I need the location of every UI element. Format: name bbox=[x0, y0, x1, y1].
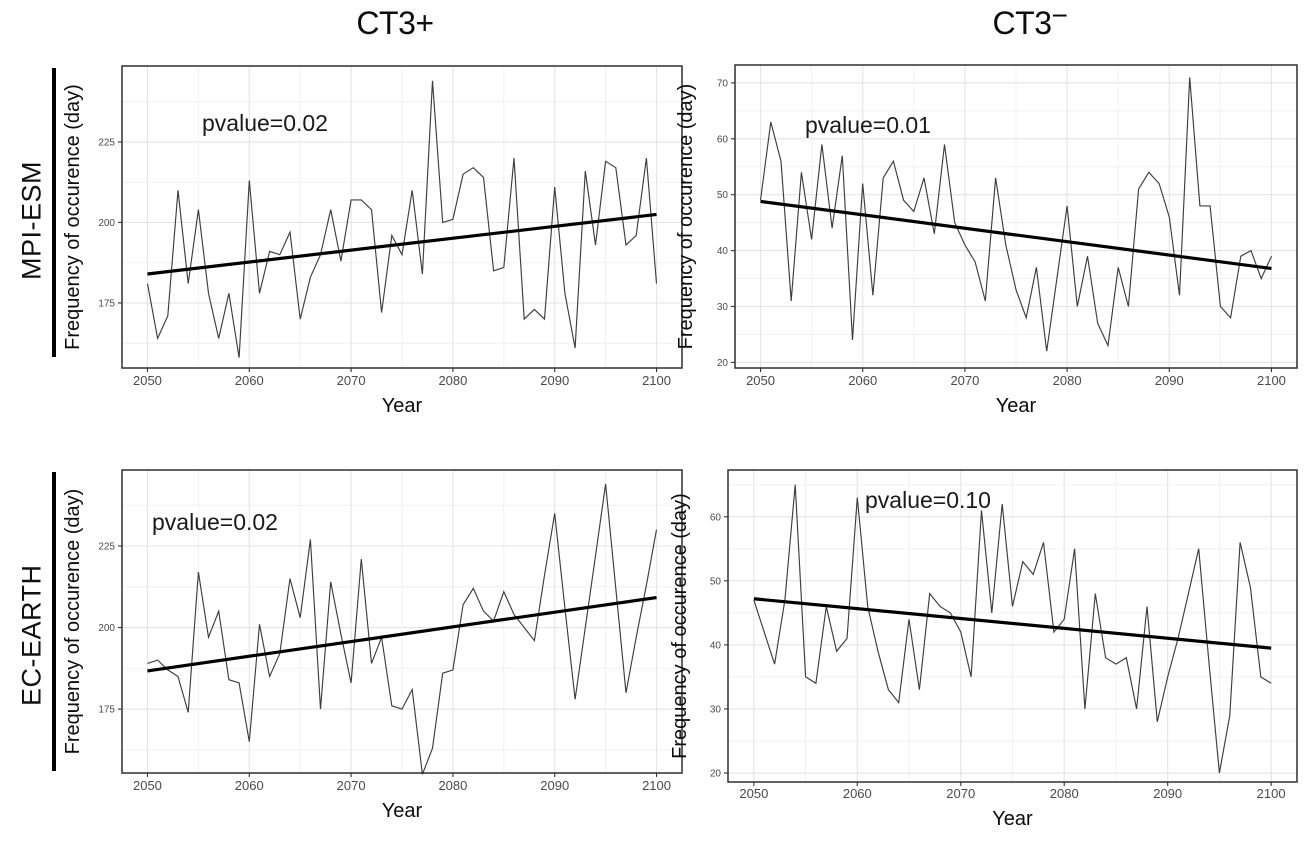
y-tick-labels: 20 30 40 50 60 bbox=[710, 512, 722, 779]
y-tick-label: 200 bbox=[98, 623, 115, 634]
y-tick-label: 200 bbox=[98, 218, 115, 229]
chart-panel-ec-earth-ct3-minus: 2050 2060 2070 2080 2090 2100 20 30 40 50 60 Year Fr… bbox=[669, 469, 1298, 830]
axis-ticks bbox=[731, 82, 1273, 372]
y-tick-label: 30 bbox=[717, 302, 729, 313]
data-series-line bbox=[753, 484, 1272, 774]
x-tick-label: 2050 bbox=[133, 373, 162, 388]
x-tick-label: 2090 bbox=[1153, 786, 1182, 801]
x-tick-label: 2060 bbox=[848, 373, 877, 388]
y-tick-label: 225 bbox=[98, 541, 115, 552]
row-label-ec-earth: EC-EARTH bbox=[16, 564, 47, 706]
pvalue-annotation: pvalue=0.02 bbox=[152, 509, 278, 535]
pvalue-annotation: pvalue=0.01 bbox=[805, 112, 931, 138]
x-tick-label: 2090 bbox=[540, 778, 569, 793]
x-tick-label: 2070 bbox=[337, 373, 366, 388]
x-tick-label: 2050 bbox=[746, 373, 775, 388]
y-axis-title: Frequency of occurence (day) bbox=[62, 84, 84, 350]
trend-line bbox=[753, 597, 1272, 650]
gridlines-major bbox=[728, 470, 1297, 782]
trend-line bbox=[147, 595, 657, 673]
x-axis-title: Year bbox=[382, 395, 423, 417]
x-axis-title: Year bbox=[382, 800, 423, 822]
gridlines-major bbox=[122, 66, 682, 368]
y-tick-label: 30 bbox=[710, 704, 722, 715]
x-axis-title: Year bbox=[992, 808, 1033, 830]
x-tick-labels: 2050 2060 2070 2080 2090 2100 bbox=[746, 373, 1286, 388]
axis-ticks bbox=[118, 545, 658, 777]
y-tick-label: 225 bbox=[98, 137, 115, 148]
row-label-mpi-esm: MPI-ESM bbox=[16, 160, 47, 280]
trend-line bbox=[760, 199, 1272, 271]
x-tick-label: 2060 bbox=[235, 778, 264, 793]
y-tick-label: 70 bbox=[717, 78, 729, 89]
x-tick-label: 2050 bbox=[133, 778, 162, 793]
y-axis-title: Frequency of occurence (day) bbox=[669, 493, 691, 759]
y-tick-label: 60 bbox=[717, 134, 729, 145]
pvalue-annotation: pvalue=0.10 bbox=[865, 487, 991, 513]
column-title-ct3-minus: CT3− bbox=[890, 0, 1170, 44]
chart-panel-mpi-esm-ct3-minus: 2050 2060 2070 2080 2090 2100 20 30 40 50 60 70 Year… bbox=[675, 64, 1298, 417]
x-tick-label: 2100 bbox=[642, 778, 671, 793]
gridlines-minor bbox=[728, 470, 1297, 782]
y-tick-label: 20 bbox=[717, 358, 729, 369]
y-tick-label: 50 bbox=[717, 190, 729, 201]
gridlines-minor bbox=[122, 470, 682, 773]
y-axis-title: Frequency of occurence (day) bbox=[675, 84, 697, 350]
data-series-line bbox=[146, 80, 658, 358]
x-tick-label: 2070 bbox=[950, 373, 979, 388]
y-tick-label: 175 bbox=[98, 705, 115, 716]
y-tick-label: 20 bbox=[710, 769, 722, 780]
x-tick-labels: 2050 2060 2070 2080 2090 2100 bbox=[739, 786, 1285, 801]
x-tick-label: 2060 bbox=[843, 786, 872, 801]
gridlines-minor bbox=[735, 65, 1297, 368]
chart-panel-mpi-esm-ct3-plus: 2050 2060 2070 2080 2090 2100 175 200 225 Year Fre… bbox=[62, 65, 683, 417]
pvalue-annotation: pvalue=0.02 bbox=[202, 110, 328, 136]
panel-border bbox=[121, 469, 683, 774]
x-tick-label: 2060 bbox=[235, 373, 264, 388]
trend-line bbox=[147, 212, 657, 276]
column-title-ct3-plus: CT3+ bbox=[356, 5, 434, 41]
y-tick-labels: 175 200 225 bbox=[98, 541, 115, 715]
y-tick-label: 40 bbox=[717, 246, 729, 257]
y-tick-label: 40 bbox=[710, 640, 722, 651]
y-axis-title: Frequency of occurence (day) bbox=[62, 489, 84, 755]
x-tick-labels: 2050 2060 2070 2080 2090 2100 bbox=[133, 778, 671, 793]
y-tick-label: 175 bbox=[98, 298, 115, 309]
x-axis-title: Year bbox=[996, 395, 1037, 417]
data-series-line bbox=[147, 483, 658, 775]
panel-border bbox=[727, 469, 1298, 783]
y-tick-labels: 20 30 40 50 60 70 bbox=[717, 78, 729, 369]
x-tick-label: 2070 bbox=[337, 778, 366, 793]
row-label-rule-ec-earth bbox=[52, 472, 56, 771]
x-tick-label: 2090 bbox=[1155, 373, 1184, 388]
column-title-ct3-minus-sign: − bbox=[1051, 0, 1068, 31]
x-tick-labels: 2050 2060 2070 2080 2090 2100 bbox=[133, 373, 671, 388]
x-tick-label: 2090 bbox=[540, 373, 569, 388]
gridlines-major bbox=[735, 65, 1297, 368]
panel-border bbox=[734, 64, 1298, 369]
x-tick-label: 2070 bbox=[946, 786, 975, 801]
x-tick-label: 2080 bbox=[1053, 373, 1082, 388]
x-tick-label: 2080 bbox=[1050, 786, 1079, 801]
y-tick-label: 50 bbox=[710, 576, 722, 587]
data-series-line bbox=[759, 77, 1273, 352]
y-tick-labels: 175 200 225 bbox=[98, 137, 115, 309]
panel-border bbox=[121, 65, 683, 369]
y-tick-label: 60 bbox=[710, 512, 722, 523]
chart-panel-ec-earth-ct3-plus: 2050 2060 2070 2080 2090 2100 175 200 225 Year Fre… bbox=[62, 469, 683, 822]
x-tick-label: 2100 bbox=[1257, 786, 1286, 801]
column-title-ct3-minus-base: CT3 bbox=[992, 5, 1052, 41]
x-tick-label: 2100 bbox=[642, 373, 671, 388]
x-tick-label: 2050 bbox=[739, 786, 768, 801]
row-label-rule-mpi-esm bbox=[52, 68, 56, 357]
x-tick-label: 2100 bbox=[1257, 373, 1286, 388]
x-tick-label: 2080 bbox=[438, 778, 467, 793]
x-tick-label: 2080 bbox=[438, 373, 467, 388]
axis-ticks bbox=[118, 141, 658, 372]
axis-ticks bbox=[724, 516, 1272, 786]
